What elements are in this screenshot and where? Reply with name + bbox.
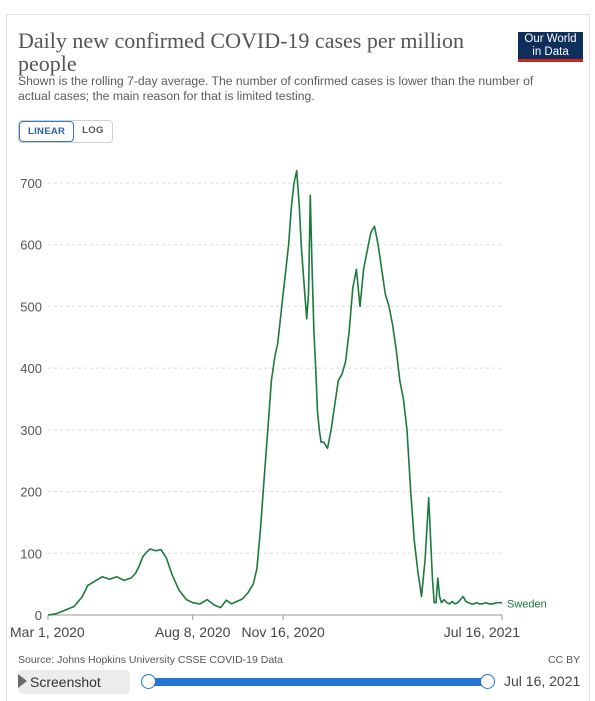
owid-logo[interactable]: Our World in Data: [518, 32, 583, 62]
license-label[interactable]: CC BY: [548, 654, 581, 666]
x-tick-label: Jul 16, 2021: [444, 624, 520, 640]
chart-title: Daily new confirmed COVID-19 cases per m…: [18, 28, 464, 76]
chart-card: [6, 14, 590, 701]
y-tick-label: 200: [20, 485, 42, 500]
play-icon[interactable]: [18, 674, 27, 688]
x-tick-label: Nov 16, 2020: [241, 624, 324, 640]
linear-scale-button[interactable]: LINEAR: [19, 121, 75, 142]
y-tick-label: 400: [20, 361, 42, 376]
y-tick-label: 300: [20, 423, 42, 438]
series-line-sweden: [47, 169, 502, 616]
y-tick-label: 600: [20, 238, 42, 253]
logo-line-2: in Data: [532, 45, 569, 58]
timeline-slider-track[interactable]: [148, 678, 488, 686]
source-note[interactable]: Source: Johns Hopkins University CSSE CO…: [18, 654, 283, 666]
timeline-end-handle[interactable]: [480, 674, 495, 689]
y-tick-label: 500: [20, 299, 42, 314]
scale-toggle: LINEAR LOG: [18, 120, 113, 143]
x-tick-label: Mar 1, 2020: [10, 624, 85, 640]
y-tick-label: 0: [35, 608, 42, 623]
logo-line-1: Our World: [524, 33, 577, 45]
y-tick-label: 100: [20, 546, 42, 561]
timeline-end-date: Jul 16, 2021: [504, 673, 581, 689]
line-chart: 0 100 200 300 400 500 600 700 Mar 1, 2020 Aug 8, …: [10, 169, 547, 640]
y-tick-label: 700: [20, 176, 42, 191]
log-scale-button[interactable]: LOG: [82, 125, 104, 136]
chart-subtitle: Shown is the rolling 7-day average. The …: [18, 74, 534, 103]
series-label-sweden: Sweden: [507, 599, 547, 611]
screenshot-label: Screenshot: [30, 674, 101, 690]
timeline-start-handle[interactable]: [141, 674, 156, 689]
x-tick-label: Aug 8, 2020: [155, 624, 231, 640]
